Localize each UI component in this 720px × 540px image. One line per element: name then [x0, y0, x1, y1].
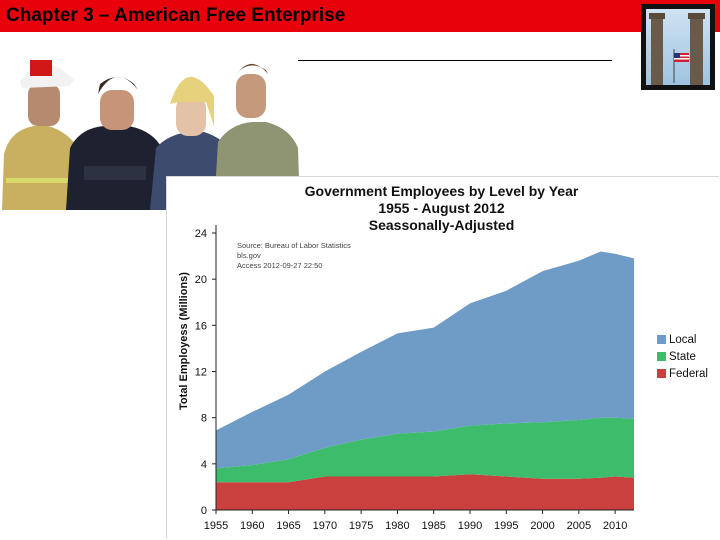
- source-note-line: Source: Bureau of Labor Statistics: [237, 241, 351, 250]
- legend-label-local: Local: [669, 334, 697, 346]
- legend-label-federal: Federal: [669, 368, 708, 380]
- legend-label-state: State: [669, 351, 696, 363]
- chart-title: Government Employees by Level by Year 19…: [299, 183, 584, 234]
- source-note-line: bls.gov: [237, 251, 261, 260]
- legend-swatch-federal: [657, 369, 666, 378]
- flag-photo-thumbnail: [641, 4, 715, 90]
- title-divider: [298, 60, 612, 61]
- y-tick-label: 8: [201, 413, 207, 425]
- chart-title-line-1: Government Employees by Level by Year: [304, 183, 579, 199]
- slide-title: Chapter 3 – American Free Enterprise: [6, 5, 346, 26]
- x-tick-label: 1965: [276, 520, 300, 532]
- area-state: [216, 417, 634, 483]
- x-tick-label: 1980: [385, 520, 409, 532]
- chart-title-line-2: 1955 - August 2012: [378, 200, 505, 216]
- chart-title-line-3: Seassonally-Adjusted: [368, 217, 515, 233]
- x-tick-label: 1955: [204, 520, 228, 532]
- legend-swatch-local: [657, 335, 666, 344]
- y-tick-label: 20: [195, 274, 207, 286]
- chart-axes: 1955 1960 1965 1970 1975 1980 1985 1990 1995 2000…: [195, 225, 634, 532]
- area-local: [216, 251, 634, 469]
- x-tick-label: 2000: [530, 520, 554, 532]
- area-federal: [216, 474, 634, 510]
- x-tick-label: 1990: [458, 520, 482, 532]
- x-tick-label: 2005: [567, 520, 591, 532]
- x-tick-label: 2010: [603, 520, 627, 532]
- y-tick-label: 0: [201, 505, 207, 517]
- source-note-line: Access 2012-09-27 22:50: [237, 261, 323, 270]
- firefighter-figure: [2, 60, 88, 210]
- x-tick-label: 1975: [349, 520, 373, 532]
- header-bar: [0, 0, 720, 32]
- flag-between-pillars-icon: [649, 13, 705, 85]
- y-tick-label: 16: [195, 320, 207, 332]
- x-tick-label: 1970: [313, 520, 337, 532]
- y-tick-label: 4: [201, 459, 207, 471]
- legend-swatch-state: [657, 352, 666, 361]
- x-tick-label: 1995: [494, 520, 518, 532]
- y-tick-label: 24: [195, 228, 207, 240]
- x-tick-label: 1960: [240, 520, 264, 532]
- source-note: Source: Bureau of Labor Statistics bls.g…: [237, 241, 351, 271]
- police-officer-figure: [66, 76, 166, 210]
- chart-areas: [216, 251, 634, 510]
- y-tick-label: 12: [195, 367, 207, 379]
- x-tick-label: 1985: [421, 520, 445, 532]
- chart-legend: Local State Federal: [657, 334, 708, 380]
